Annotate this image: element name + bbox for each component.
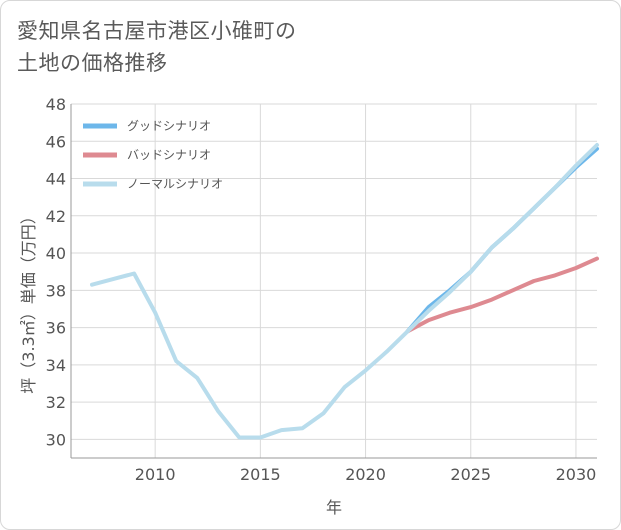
x-axis-title: 年 [326, 498, 342, 517]
y-tick-label: 38 [46, 281, 66, 300]
x-tick-label: 2015 [240, 465, 281, 484]
legend-label: グッドシナリオ [127, 119, 211, 133]
y-tick-label: 36 [46, 319, 66, 338]
y-tick-label: 40 [46, 244, 66, 263]
x-tick-label: 2025 [450, 465, 491, 484]
y-tick-label: 34 [46, 356, 66, 375]
y-tick-label: 42 [46, 207, 66, 226]
chart-title: 愛知県名古屋市港区小碓町の 土地の価格推移 [17, 15, 297, 79]
x-tick-label: 2020 [345, 465, 386, 484]
y-tick-label: 32 [46, 393, 66, 412]
y-tick-label: 44 [46, 170, 66, 189]
y-tick-label: 48 [46, 95, 66, 114]
legend-label: バッドシナリオ [127, 148, 211, 162]
y-tick-label: 30 [46, 430, 66, 449]
legend-label: ノーマルシナリオ [127, 177, 223, 191]
chart-title-line1: 愛知県名古屋市港区小碓町の [17, 19, 297, 43]
series-line-1 [405, 256, 599, 334]
x-tick-label: 2010 [135, 465, 176, 484]
y-axis-title: 坪（3.3㎡）単価（万円） [19, 208, 38, 393]
series-line-2 [90, 143, 599, 440]
chart-title-line2: 土地の価格推移 [17, 51, 168, 75]
x-tick-label: 2030 [556, 465, 597, 484]
y-tick-label: 46 [46, 132, 66, 151]
